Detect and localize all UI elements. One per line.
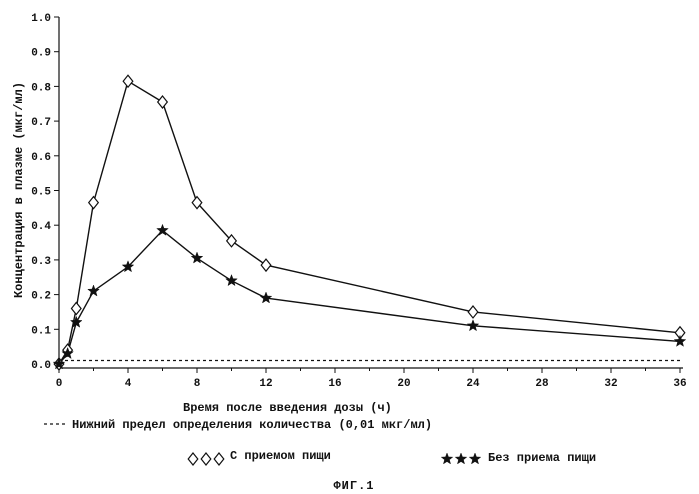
legend: Нижний предел определения количества (0,…	[44, 418, 596, 465]
data-point-without-food	[88, 285, 99, 296]
legend-marker-star	[455, 453, 466, 464]
y-tick-label: 0.8	[31, 82, 51, 94]
y-tick-label: 0.3	[31, 256, 51, 268]
x-tick-label: 12	[259, 378, 272, 390]
x-tick-label: 16	[328, 378, 341, 390]
data-point-without-food	[674, 335, 685, 346]
axes	[59, 17, 683, 368]
legend-item-with-food	[188, 453, 224, 465]
y-tick-label: 0.0	[31, 360, 51, 372]
x-tick-label: 24	[466, 378, 480, 390]
legend-marker-star	[441, 453, 452, 464]
legend-dashed-label: Нижний предел определения количества (0,…	[72, 418, 432, 432]
y-axis-title: Концентрация в плазме (мкг/мл)	[12, 82, 26, 298]
data-point-with-food	[158, 96, 168, 108]
legend-marker-diamond	[188, 453, 198, 465]
legend-label-with-food: С приемом пищи	[230, 449, 331, 463]
legend-label-without-food: Без приема пищи	[488, 451, 596, 465]
y-tick-label: 0.7	[31, 117, 51, 129]
legend-item-without-food	[441, 453, 480, 464]
series-markers	[53, 75, 685, 370]
y-tick-label: 0.6	[31, 152, 51, 164]
chart: 04812162024283236 0.00.10.20.30.40.50.60…	[0, 0, 699, 494]
data-point-without-food	[260, 292, 271, 303]
data-point-without-food	[467, 320, 478, 331]
x-tick-label: 0	[56, 378, 63, 390]
data-point-with-food	[71, 302, 81, 314]
legend-marker-diamond	[201, 453, 211, 465]
x-tick-label: 8	[194, 378, 201, 390]
x-ticks: 0 4 8 12 16 20 24 28 32 36	[56, 368, 687, 390]
legend-marker-star	[469, 453, 480, 464]
x-tick-label: 32	[604, 378, 617, 390]
x-tick-label: 36	[673, 378, 686, 390]
y-tick-label: 0.1	[31, 325, 51, 337]
x-tick-label: 4	[125, 378, 132, 390]
y-tick-label: 0.2	[31, 291, 51, 303]
series-line-with-food	[59, 81, 680, 364]
series-lines	[59, 81, 680, 364]
legend-marker-diamond	[214, 453, 224, 465]
y-tick-label: 0.9	[31, 48, 51, 60]
data-point-with-food	[89, 197, 99, 209]
figure-caption: ФИГ.1	[333, 479, 374, 493]
y-tick-label: 0.4	[31, 221, 51, 233]
y-tick-label: 0.5	[31, 187, 51, 199]
x-axis-title: Время после введения дозы (ч)	[183, 401, 392, 415]
data-point-with-food	[123, 75, 133, 87]
x-tick-label: 20	[397, 378, 410, 390]
y-ticks: 0.0 0.1 0.2 0.3 0.4 0.5 0.6 0.7 0.8 0.9 1.0	[31, 13, 59, 372]
x-tick-label: 28	[535, 378, 549, 390]
series-line-without-food	[59, 230, 680, 364]
data-point-with-food	[261, 259, 271, 271]
data-point-without-food	[226, 275, 237, 286]
y-tick-label: 1.0	[31, 13, 51, 25]
data-point-with-food	[468, 306, 478, 318]
